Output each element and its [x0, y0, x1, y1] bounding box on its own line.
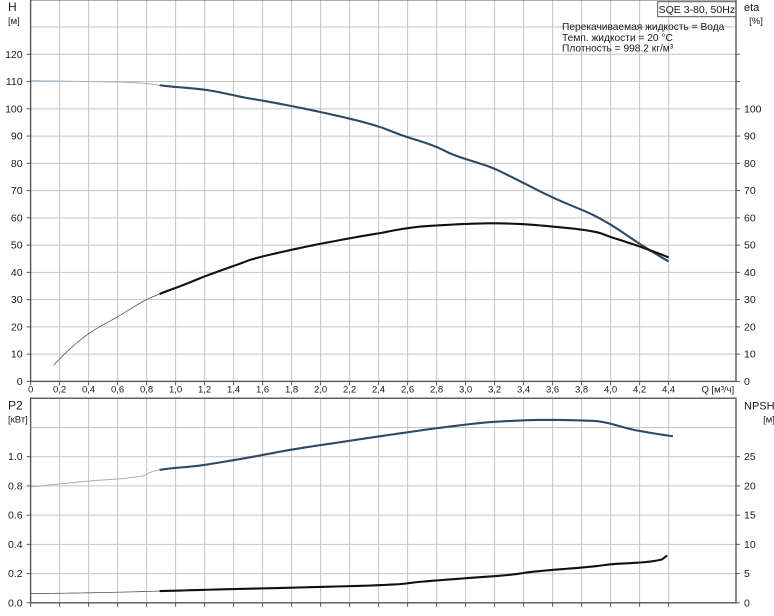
svg-text:3,4: 3,4	[517, 384, 530, 395]
svg-text:0,6: 0,6	[111, 384, 124, 395]
svg-text:20: 20	[744, 480, 756, 492]
svg-text:10: 10	[11, 349, 23, 361]
svg-text:SQE 3-80, 50Hz: SQE 3-80, 50Hz	[659, 4, 735, 16]
svg-text:4,0: 4,0	[604, 384, 617, 395]
svg-text:3,0: 3,0	[459, 384, 472, 395]
svg-text:[кВт]: [кВт]	[8, 414, 28, 425]
svg-text:NPSH: NPSH	[744, 400, 774, 412]
svg-text:2,8: 2,8	[430, 384, 443, 395]
svg-text:Перекачиваемая жидкость = Вода: Перекачиваемая жидкость = Вода	[562, 22, 725, 33]
svg-text:40: 40	[11, 267, 23, 279]
svg-text:80: 80	[11, 158, 23, 170]
svg-text:0.0: 0.0	[8, 597, 23, 609]
svg-text:25: 25	[744, 451, 756, 463]
svg-text:1.0: 1.0	[8, 451, 23, 463]
svg-text:1,2: 1,2	[198, 384, 211, 395]
svg-text:1,4: 1,4	[227, 384, 240, 395]
svg-text:30: 30	[11, 294, 23, 306]
svg-text:10: 10	[744, 539, 756, 551]
svg-text:0.8: 0.8	[8, 480, 23, 492]
svg-text:0.2: 0.2	[8, 568, 23, 580]
svg-text:[%]: [%]	[749, 16, 763, 27]
svg-text:0: 0	[744, 597, 750, 609]
svg-text:90: 90	[744, 131, 756, 143]
svg-text:100: 100	[5, 103, 23, 115]
svg-text:60: 60	[11, 212, 23, 224]
svg-text:2,4: 2,4	[372, 384, 385, 395]
svg-text:4,4: 4,4	[662, 384, 675, 395]
svg-text:eta: eta	[744, 2, 760, 14]
svg-text:0,8: 0,8	[140, 384, 153, 395]
svg-text:40: 40	[744, 267, 756, 279]
svg-text:P2: P2	[8, 398, 23, 412]
svg-text:15: 15	[744, 510, 756, 522]
svg-text:0: 0	[744, 376, 750, 388]
svg-text:50: 50	[11, 240, 23, 252]
svg-text:50: 50	[744, 240, 756, 252]
svg-text:1,0: 1,0	[169, 384, 182, 395]
svg-text:Темп. жидкости = 20 °C: Темп. жидкости = 20 °C	[562, 33, 673, 44]
svg-text:10: 10	[744, 349, 756, 361]
svg-text:120: 120	[5, 49, 23, 61]
svg-text:[м]: [м]	[763, 414, 774, 425]
svg-text:30: 30	[744, 294, 756, 306]
svg-text:110: 110	[6, 76, 23, 88]
svg-text:Плотность = 998.2 кг/м³: Плотность = 998.2 кг/м³	[562, 43, 674, 54]
svg-text:90: 90	[11, 131, 23, 143]
svg-text:70: 70	[11, 185, 23, 197]
svg-text:3,2: 3,2	[488, 384, 501, 395]
svg-text:20: 20	[744, 321, 756, 333]
svg-text:1,6: 1,6	[256, 384, 269, 395]
svg-text:0,4: 0,4	[82, 384, 95, 395]
svg-text:0,2: 0,2	[53, 384, 66, 395]
svg-text:2,2: 2,2	[343, 384, 356, 395]
svg-text:0: 0	[17, 376, 23, 388]
svg-text:0: 0	[28, 384, 33, 395]
svg-text:100: 100	[744, 103, 762, 115]
svg-text:5: 5	[744, 568, 750, 580]
svg-text:4,2: 4,2	[633, 384, 646, 395]
svg-text:3,8: 3,8	[575, 384, 588, 395]
svg-text:1,8: 1,8	[285, 384, 298, 395]
svg-text:2,0: 2,0	[314, 384, 327, 395]
svg-text:20: 20	[11, 321, 23, 333]
svg-text:H: H	[8, 0, 17, 14]
svg-text:Q [м³/ч]: Q [м³/ч]	[702, 384, 735, 395]
svg-text:60: 60	[744, 212, 756, 224]
svg-text:80: 80	[744, 158, 756, 170]
svg-text:70: 70	[744, 185, 756, 197]
svg-text:0.4: 0.4	[8, 539, 23, 551]
svg-text:[м]: [м]	[8, 16, 20, 27]
svg-text:3,6: 3,6	[546, 384, 559, 395]
svg-text:2,6: 2,6	[401, 384, 414, 395]
svg-text:0.6: 0.6	[8, 510, 23, 522]
